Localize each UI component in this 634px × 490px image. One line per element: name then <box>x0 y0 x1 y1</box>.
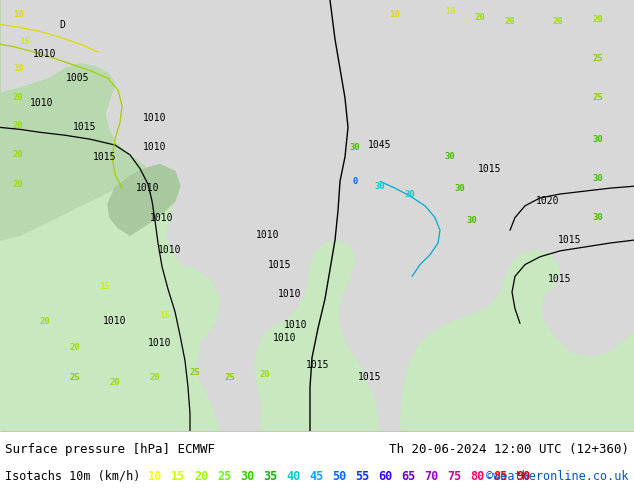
Text: 90: 90 <box>516 470 530 483</box>
Text: 20: 20 <box>593 15 604 24</box>
Text: 20: 20 <box>553 17 564 26</box>
Text: 1010: 1010 <box>148 338 172 348</box>
Text: 1010: 1010 <box>158 245 182 255</box>
Text: 1005: 1005 <box>66 74 90 83</box>
Text: 20: 20 <box>13 121 23 130</box>
Text: 30: 30 <box>593 213 604 222</box>
Text: 20: 20 <box>13 180 23 189</box>
Text: 30: 30 <box>593 135 604 144</box>
Text: 10: 10 <box>390 10 401 19</box>
Text: 1015: 1015 <box>478 164 501 173</box>
Text: 45: 45 <box>309 470 323 483</box>
Text: 30: 30 <box>375 182 385 191</box>
Text: 10: 10 <box>148 470 162 483</box>
Text: 30: 30 <box>240 470 254 483</box>
Text: 20: 20 <box>260 370 270 379</box>
Text: 20: 20 <box>475 13 486 22</box>
Text: 80: 80 <box>470 470 484 483</box>
Polygon shape <box>0 0 145 240</box>
Text: 20: 20 <box>150 373 160 382</box>
Text: 1010: 1010 <box>256 230 280 240</box>
Text: 1015: 1015 <box>74 122 97 132</box>
Text: 1010: 1010 <box>150 213 174 222</box>
Text: 85: 85 <box>493 470 507 483</box>
Text: 10: 10 <box>13 10 23 19</box>
Text: 60: 60 <box>378 470 392 483</box>
Text: Surface pressure [hPa] ECMWF: Surface pressure [hPa] ECMWF <box>5 443 215 456</box>
Text: D: D <box>59 20 65 29</box>
Text: 1010: 1010 <box>278 289 302 299</box>
Text: 1015: 1015 <box>93 152 117 162</box>
Text: 20: 20 <box>194 470 209 483</box>
Polygon shape <box>400 250 634 431</box>
Text: 35: 35 <box>263 470 277 483</box>
Text: 25: 25 <box>190 368 200 377</box>
Text: 1010: 1010 <box>143 113 167 122</box>
Text: 25: 25 <box>217 470 231 483</box>
Text: 30: 30 <box>455 184 465 193</box>
Text: 20: 20 <box>13 94 23 102</box>
Text: 15: 15 <box>20 37 30 46</box>
Text: ©weatheronline.co.uk: ©weatheronline.co.uk <box>486 470 629 483</box>
Text: 30: 30 <box>444 152 455 161</box>
Text: 20: 20 <box>13 150 23 159</box>
Text: 20: 20 <box>505 17 515 26</box>
Text: 40: 40 <box>286 470 301 483</box>
Text: 20: 20 <box>39 317 50 326</box>
Text: 30: 30 <box>349 143 360 151</box>
Text: 1015: 1015 <box>268 260 292 270</box>
Text: 50: 50 <box>332 470 346 483</box>
Text: 1020: 1020 <box>536 196 560 206</box>
Text: 75: 75 <box>447 470 461 483</box>
Text: 70: 70 <box>424 470 438 483</box>
Polygon shape <box>108 165 180 235</box>
Text: 30: 30 <box>593 174 604 183</box>
Text: 55: 55 <box>355 470 369 483</box>
Text: 25: 25 <box>224 373 235 382</box>
Text: 1010: 1010 <box>33 49 57 59</box>
Text: 1010: 1010 <box>273 333 297 343</box>
Text: 15: 15 <box>160 311 171 320</box>
Text: 1010: 1010 <box>136 183 160 193</box>
Text: 1010: 1010 <box>284 320 307 330</box>
Text: 65: 65 <box>401 470 415 483</box>
Text: 1010: 1010 <box>143 142 167 152</box>
Text: Th 20-06-2024 12:00 UTC (12+360): Th 20-06-2024 12:00 UTC (12+360) <box>389 443 629 456</box>
Text: 25: 25 <box>593 94 604 102</box>
Text: 30: 30 <box>467 216 477 225</box>
Polygon shape <box>0 0 220 431</box>
Text: 30: 30 <box>404 190 415 198</box>
Text: 15: 15 <box>171 470 185 483</box>
Text: 20: 20 <box>110 378 120 387</box>
Text: 1045: 1045 <box>368 140 392 150</box>
Text: 1015: 1015 <box>358 372 382 382</box>
Text: 15: 15 <box>100 282 110 291</box>
Text: 25: 25 <box>593 54 604 63</box>
Text: 1010: 1010 <box>103 317 127 326</box>
Text: 0: 0 <box>353 177 358 186</box>
Text: 1010: 1010 <box>30 98 54 108</box>
Text: 1015: 1015 <box>306 360 330 369</box>
Polygon shape <box>255 240 380 431</box>
Text: Isotachs 10m (km/h): Isotachs 10m (km/h) <box>5 470 141 483</box>
Text: 10: 10 <box>13 64 23 73</box>
Text: 16: 16 <box>444 7 455 16</box>
Text: 25: 25 <box>70 373 81 382</box>
Text: 1015: 1015 <box>559 235 582 245</box>
Text: 20: 20 <box>70 343 81 352</box>
Text: 1015: 1015 <box>548 274 572 284</box>
